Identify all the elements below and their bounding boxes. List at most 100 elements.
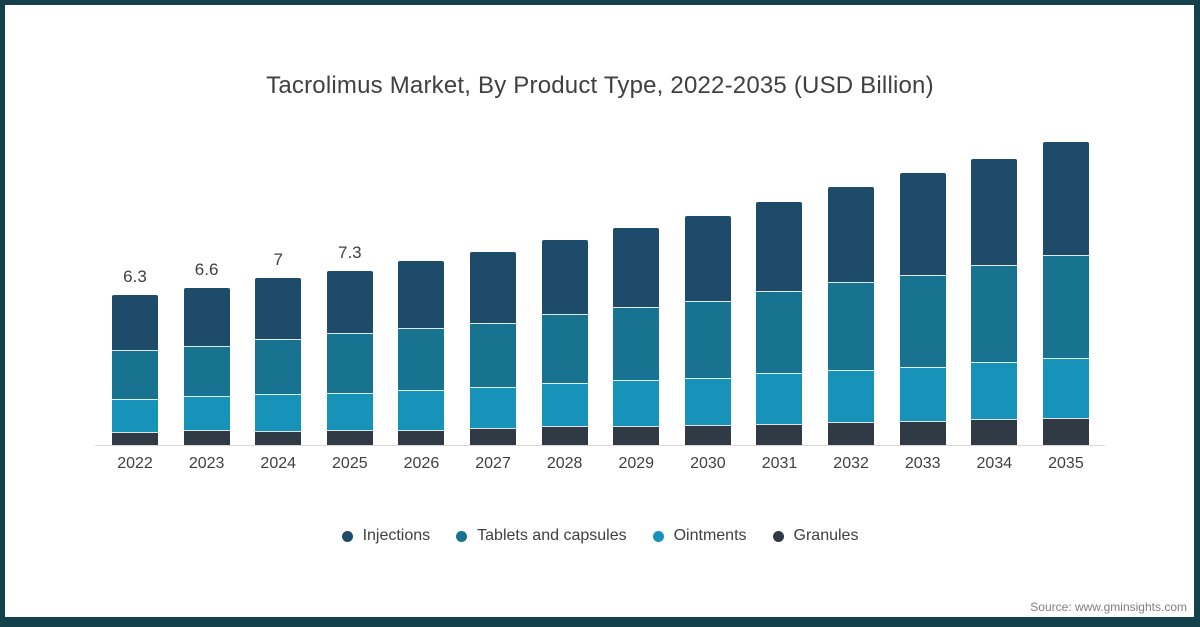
legend: Injections Tablets and capsules Ointments G… <box>0 527 1200 545</box>
bar-column-2024: 7 2024 <box>255 135 302 472</box>
legend-label: Granules <box>793 527 859 544</box>
segment-tablets-and-capsules <box>112 349 158 399</box>
bar-stack <box>684 216 731 445</box>
bar-stack <box>255 278 302 445</box>
bar-value-label: 6.3 <box>123 266 147 286</box>
segment-tablets-and-capsules <box>684 300 731 378</box>
bar-column-2031: 2031 <box>756 135 803 472</box>
chart-title: Tacrolimus Market, By Product Type, 2022… <box>266 72 934 99</box>
segment-injections <box>541 239 588 314</box>
segment-injections <box>470 251 517 323</box>
segment-tablets-and-capsules <box>899 274 946 368</box>
segment-tablets-and-capsules <box>828 281 875 371</box>
segment-tablets-and-capsules <box>541 313 588 384</box>
segment-injections <box>326 270 373 334</box>
x-axis-tick-label: 2025 <box>332 455 368 472</box>
bar-column-2034: 2034 <box>971 135 1018 472</box>
x-axis-tick-label: 2026 <box>403 455 440 472</box>
legend-marker-icon <box>652 530 664 542</box>
bar-column-2027: 2027 <box>470 135 517 472</box>
x-axis-tick-label: 2030 <box>690 455 726 472</box>
segment-tablets-and-capsules <box>326 333 373 394</box>
bar-stack <box>899 173 946 445</box>
segment-tablets-and-capsules <box>398 327 445 390</box>
bar-column-2032: 2032 <box>828 135 875 472</box>
x-axis-tick-label: 2022 <box>117 455 153 472</box>
legend-marker-icon <box>341 530 353 542</box>
segment-ointments <box>828 370 875 423</box>
segment-injections <box>255 278 302 339</box>
segment-ointments <box>326 393 373 430</box>
segment-ointments <box>255 393 302 431</box>
source-attribution: Source: www.gminsights.com <box>1030 600 1187 614</box>
segment-ointments <box>112 398 158 432</box>
segment-ointments <box>613 380 660 426</box>
segment-tablets-and-capsules <box>1042 255 1089 358</box>
x-axis-tick-label: 2029 <box>618 455 655 472</box>
bar-stack <box>756 201 803 445</box>
segment-granules <box>971 419 1018 445</box>
segment-granules <box>613 425 660 445</box>
segment-injections <box>613 228 660 307</box>
x-axis-tick-label: 2031 <box>761 455 798 472</box>
segment-ointments <box>971 362 1018 420</box>
bar-stack <box>112 294 158 445</box>
segment-injections <box>398 261 445 328</box>
legend-item-granules: Granules <box>772 527 859 545</box>
segment-tablets-and-capsules <box>470 322 517 388</box>
segment-granules <box>828 422 875 445</box>
legend-label: Injections <box>362 527 431 544</box>
segment-granules <box>541 426 588 445</box>
plot-area: 6.3 2022 6.6 2023 7 2024 7.3 2025 2026 2027 2028 20… <box>112 135 1089 472</box>
bar-stack <box>971 158 1018 445</box>
x-axis-tick-label: 2033 <box>904 455 941 472</box>
bar-value-label: 7.3 <box>338 242 362 262</box>
segment-granules <box>684 424 731 445</box>
segment-granules <box>183 430 230 445</box>
bar-stack <box>470 251 517 445</box>
segment-injections <box>1042 142 1089 256</box>
segment-tablets-and-capsules <box>613 306 660 381</box>
segment-ointments <box>183 396 230 431</box>
bar-stack <box>326 270 373 445</box>
bar-value-label: 7 <box>273 250 283 270</box>
legend-item-ointments: Ointments <box>652 527 747 545</box>
bar-stack <box>1042 142 1089 445</box>
bar-column-2028: 2028 <box>541 135 588 472</box>
segment-injections <box>971 158 1018 265</box>
segment-ointments <box>756 372 803 424</box>
bar-column-2033: 2033 <box>899 135 946 472</box>
segment-granules <box>398 429 445 445</box>
x-axis-tick-label: 2028 <box>546 455 583 472</box>
bar-column-2022: 6.3 2022 <box>112 135 158 472</box>
segment-granules <box>470 428 517 445</box>
x-axis-line <box>95 445 1105 446</box>
segment-tablets-and-capsules <box>255 338 302 394</box>
legend-marker-icon <box>456 530 468 542</box>
segment-ointments <box>1042 357 1089 418</box>
segment-ointments <box>398 389 445 430</box>
segment-granules <box>756 423 803 445</box>
legend-label: Ointments <box>673 527 747 544</box>
bar-column-2023: 6.6 2023 <box>183 135 230 472</box>
legend-item-injections: Injections <box>341 527 431 545</box>
bar-stack <box>183 287 230 445</box>
bar-column-2026: 2026 <box>398 135 445 472</box>
segment-injections <box>828 187 875 282</box>
bar-stack <box>398 261 445 445</box>
segment-granules <box>1042 417 1089 445</box>
legend-item-tablets-and-capsules: Tablets and capsules <box>456 527 627 545</box>
segment-tablets-and-capsules <box>971 264 1018 363</box>
x-axis-tick-label: 2027 <box>475 455 511 472</box>
segment-granules <box>326 429 373 445</box>
bar-column-2029: 2029 <box>613 135 660 472</box>
segment-injections <box>183 287 230 347</box>
bar-stack <box>828 187 875 445</box>
bar-column-2035: 2035 <box>1042 135 1089 472</box>
segment-tablets-and-capsules <box>183 346 230 397</box>
bar-value-label: 6.6 <box>194 259 219 279</box>
bar-stack <box>613 228 660 445</box>
segment-injections <box>899 173 946 275</box>
segment-ointments <box>684 377 731 425</box>
